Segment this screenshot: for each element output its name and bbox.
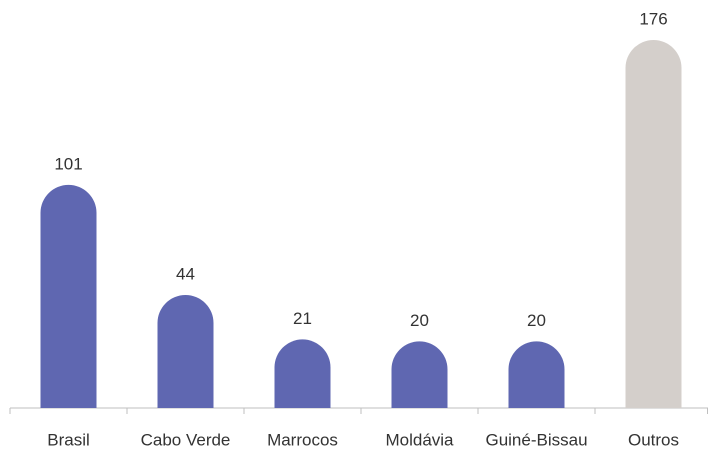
bar	[157, 295, 214, 408]
data-label: 101	[54, 154, 82, 173]
data-label: 20	[410, 311, 429, 330]
bar	[40, 184, 97, 408]
data-label: 44	[176, 264, 195, 283]
data-label: 176	[639, 9, 667, 28]
bar	[391, 341, 448, 408]
bar	[508, 341, 565, 408]
x-tick-label: Guiné-Bissau	[485, 430, 587, 449]
data-label: 21	[293, 309, 312, 328]
x-tick-label: Brasil	[47, 430, 90, 449]
x-tick-label: Moldávia	[385, 430, 454, 449]
data-label: 20	[527, 311, 546, 330]
bar	[274, 339, 331, 408]
x-tick-label: Marrocos	[267, 430, 338, 449]
x-tick-label: Outros	[628, 430, 679, 449]
bar	[625, 40, 682, 408]
x-tick-label: Cabo Verde	[141, 430, 231, 449]
